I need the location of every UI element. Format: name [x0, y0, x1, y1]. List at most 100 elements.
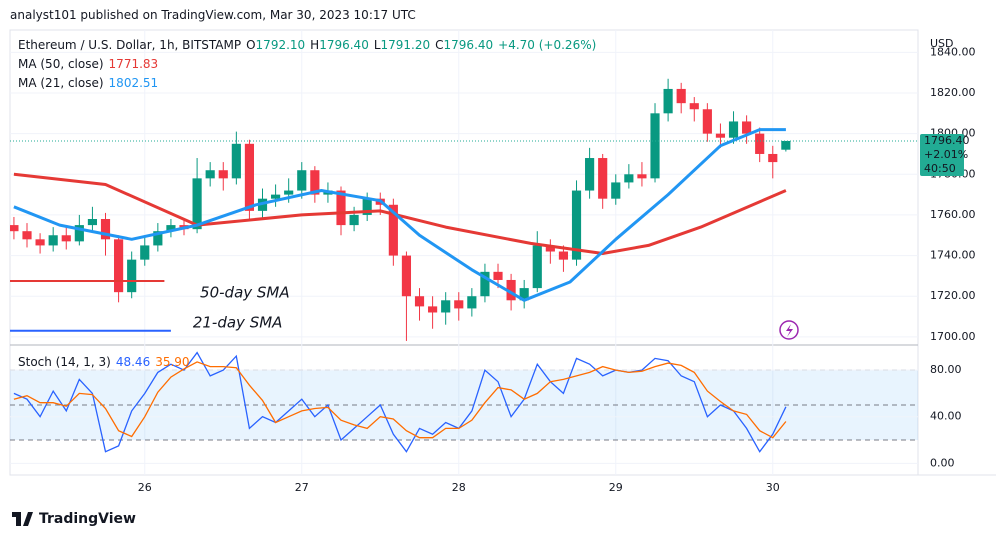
event-icon[interactable] [779, 320, 799, 340]
brand-logo [12, 512, 33, 526]
candle-body [87, 219, 98, 226]
candle-body [61, 235, 71, 242]
candle-body [519, 288, 529, 301]
candle-body [624, 174, 634, 183]
candle-body [22, 231, 32, 240]
candle-body [284, 190, 294, 195]
candle-body [663, 88, 673, 114]
stoch-line [13, 361, 787, 439]
candle-body [742, 121, 752, 134]
candle-body [532, 245, 542, 289]
ohlc-o: O1792.10 [246, 38, 305, 52]
candle-body [598, 158, 608, 199]
change: +4.70 (+0.26%) [498, 38, 597, 52]
candle-body [35, 239, 45, 246]
price-legend: Ethereum / U.S. Dollar, 1h, BITSTAMP O17… [18, 38, 596, 52]
legend-value: 1771.83 [108, 57, 159, 71]
ohlc-value: 1796.40 [443, 38, 494, 52]
candle-body [768, 153, 778, 163]
symbol: Ethereum / U.S. Dollar, 1h, BITSTAMP [18, 38, 242, 52]
ma50-legend: MA (50, close) 1771.83 [18, 57, 158, 71]
ohlc-c: C1796.40 [435, 38, 493, 52]
candle-body [362, 198, 372, 215]
logo-shape [12, 512, 33, 526]
x-tick-label: 28 [452, 481, 466, 494]
last-price-box [920, 133, 964, 176]
candle-body [336, 190, 346, 226]
y-tick-label: 0.00 [930, 456, 955, 469]
annotation: 50-day SMA [200, 283, 290, 301]
ohlc-h: H1796.40 [310, 38, 369, 52]
ohlc-value: 1792.10 [255, 38, 306, 52]
moving-average [13, 128, 786, 302]
candle-body [506, 279, 516, 301]
x-tick-label: 26 [138, 481, 152, 494]
ohlc-key: C [435, 38, 444, 52]
y-tick-label: 1840.00 [930, 45, 976, 58]
candle-body [755, 133, 765, 154]
candle-body [414, 296, 425, 307]
candle-body [74, 225, 84, 242]
legend-value: 1802.51 [108, 76, 159, 90]
last-price-label: 1796.40 [924, 134, 970, 147]
candle-body [781, 140, 791, 150]
ohlc-l: L1791.20 [374, 38, 430, 52]
candle-body [153, 231, 163, 246]
candle-body [100, 219, 111, 240]
footer: TradingView [12, 511, 136, 527]
candle-body [467, 296, 477, 309]
candle-body [689, 103, 699, 110]
legend-name: MA (50, close) [18, 57, 104, 71]
candle-body [231, 143, 241, 179]
y-axis-unit: USD [930, 37, 954, 50]
candle-body [127, 259, 137, 293]
y-tick-label: 40.00 [930, 410, 962, 423]
candle-body [166, 225, 176, 232]
ohlc-value: 1796.40 [319, 38, 369, 52]
candle-body [611, 182, 621, 199]
candle-body [454, 300, 464, 309]
y-tick-label: 1720.00 [930, 289, 976, 302]
y-tick-label: 1700.00 [930, 330, 976, 343]
legend-value: 35.90 [155, 355, 190, 369]
candle-body [205, 170, 215, 179]
ohlc-key: L [373, 38, 381, 52]
candle-body [728, 121, 739, 138]
candle-body [480, 271, 490, 297]
y-tick-label: 1760.00 [930, 208, 976, 221]
legend-name: Stoch (14, 1, 3) [18, 355, 111, 369]
axes: 26 27 28 29 30 1700.00 1720.00 1740.00 1760.00 17… [138, 45, 976, 494]
candle-body [48, 235, 58, 246]
candle-body [401, 255, 412, 297]
candle-body [702, 109, 712, 134]
legend-name: MA (21, close) [18, 76, 104, 90]
candle-body [637, 174, 647, 179]
y-tick-label: 1740.00 [930, 249, 976, 262]
candle-body [441, 300, 451, 313]
x-tick-label: 29 [609, 481, 623, 494]
candle-body [428, 306, 438, 313]
plot-content: 50-day SMA 21-day SMA [10, 30, 918, 475]
candle-body [650, 113, 660, 179]
ohlc-key: H [310, 38, 320, 52]
annotation: 21-day SMA [193, 313, 283, 331]
ohlc-value: 1791.20 [380, 38, 431, 52]
x-tick-label: 27 [295, 481, 309, 494]
ohlc-key: O [246, 38, 256, 52]
candle-body [715, 133, 726, 138]
stoch-legend: Stoch (14, 1, 3) 48.46 35.90 [18, 355, 190, 369]
ma21-legend: MA (21, close) 1802.51 [18, 76, 158, 90]
candle-body [114, 239, 124, 293]
legend-value: 48.46 [115, 355, 151, 369]
candle-body [192, 178, 202, 230]
last-price-label: +2.01% [924, 148, 968, 161]
moving-average [13, 172, 787, 255]
candle-body [218, 170, 228, 179]
candle-body [545, 245, 555, 252]
plot-frame [9, 29, 919, 476]
y-tick-label: 80.00 [930, 363, 962, 376]
x-tick-label: 30 [766, 481, 780, 494]
candle-body [297, 170, 307, 191]
